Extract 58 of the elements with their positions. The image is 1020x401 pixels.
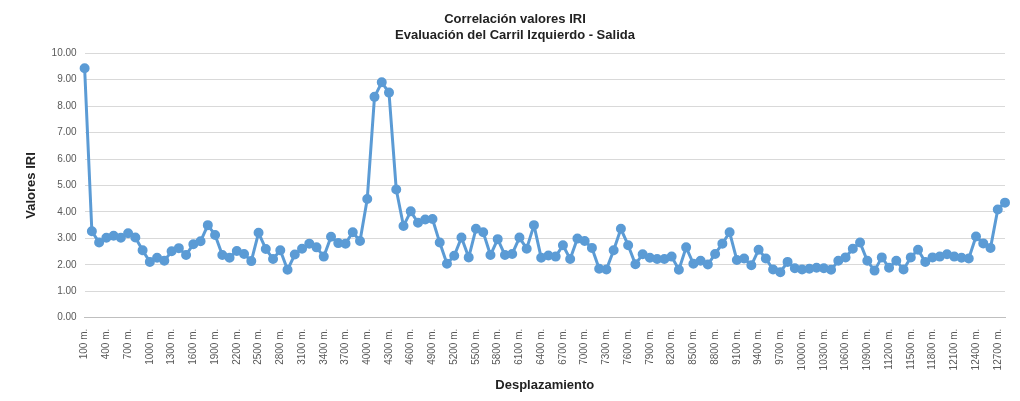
x-tick-label: 6700 m. (556, 328, 568, 365)
x-tick-label: 10900 m. (861, 328, 873, 371)
x-tick-label: 8800 m. (708, 328, 720, 365)
x-tick-label: 4600 m. (404, 328, 416, 365)
y-tick-label: 1.00 (57, 285, 78, 297)
x-tick-label: 12100 m. (948, 328, 960, 371)
x-tick-label: 6400 m. (534, 328, 546, 365)
x-tick-label: 10300 m. (817, 328, 829, 371)
x-tick-label: 2200 m. (230, 328, 242, 365)
y-tick-label: 8.00 (57, 99, 78, 111)
y-tick-label: 9.00 (57, 73, 78, 85)
x-tick-label: 9100 m. (730, 328, 742, 365)
x-tick-label: 1600 m. (187, 328, 199, 365)
x-tick-label: 400 m. (100, 328, 112, 360)
y-tick-label: 10.00 (51, 46, 78, 58)
x-tick-label: 12400 m. (969, 328, 981, 371)
x-tick-label: 10600 m. (839, 328, 851, 371)
chart-subtitle: Evaluación del Carril Izquierdo - Salida (395, 26, 636, 42)
x-tick-label: 9400 m. (752, 328, 764, 365)
x-tick-label: 1900 m. (208, 328, 220, 365)
x-tick-label: 7300 m. (600, 328, 612, 365)
x-tick-label: 3400 m. (317, 328, 329, 365)
x-tick-label: 4900 m. (426, 328, 438, 365)
x-tick-label: 3100 m. (295, 328, 307, 365)
x-tick-label: 5200 m. (447, 328, 459, 365)
x-axis-title: Desplazamiento (495, 376, 595, 392)
x-tick-label: 11200 m. (882, 328, 894, 370)
y-tick-label: 6.00 (57, 152, 78, 164)
x-tick-label: 11500 m. (904, 328, 916, 370)
x-tick-label: 5500 m. (469, 328, 481, 365)
x-tick-label: 4000 m. (361, 328, 373, 365)
y-axis-title: Valores IRI (23, 152, 39, 219)
x-tick-label: 1300 m. (165, 328, 177, 365)
x-tick-label: 700 m. (121, 328, 133, 360)
x-tick-label: 7900 m. (643, 328, 655, 365)
x-tick-label: 12700 m. (991, 328, 1003, 371)
y-tick-label: 5.00 (57, 179, 78, 191)
x-tick-label: 6100 m. (513, 328, 525, 365)
x-tick-label: 9700 m. (774, 328, 786, 365)
x-tick-label: 7600 m. (621, 328, 633, 365)
x-tick-label: 8200 m. (665, 328, 677, 365)
x-tick-label: 5800 m. (491, 328, 503, 365)
x-tick-label: 4300 m. (382, 328, 394, 365)
x-tick-label: 3700 m. (339, 328, 351, 365)
y-tick-label: 7.00 (57, 126, 78, 138)
chart-title: Correlación valores IRI (444, 11, 586, 27)
x-tick-label: 1000 m. (143, 328, 155, 365)
y-tick-label: 2.00 (57, 258, 78, 270)
x-tick-label: 100 m. (78, 328, 90, 360)
y-tick-label: 4.00 (57, 205, 78, 217)
x-tick-label: 7000 m. (578, 328, 590, 365)
x-tick-label: 10000 m. (795, 328, 807, 371)
y-tick-label: 3.00 (57, 232, 78, 244)
x-tick-label: 2800 m. (274, 328, 286, 365)
x-tick-label: 8500 m. (687, 328, 699, 365)
x-tick-label: 11800 m. (926, 328, 938, 370)
y-tick-label: 0.00 (57, 311, 78, 323)
x-tick-label: 2500 m. (252, 328, 264, 365)
